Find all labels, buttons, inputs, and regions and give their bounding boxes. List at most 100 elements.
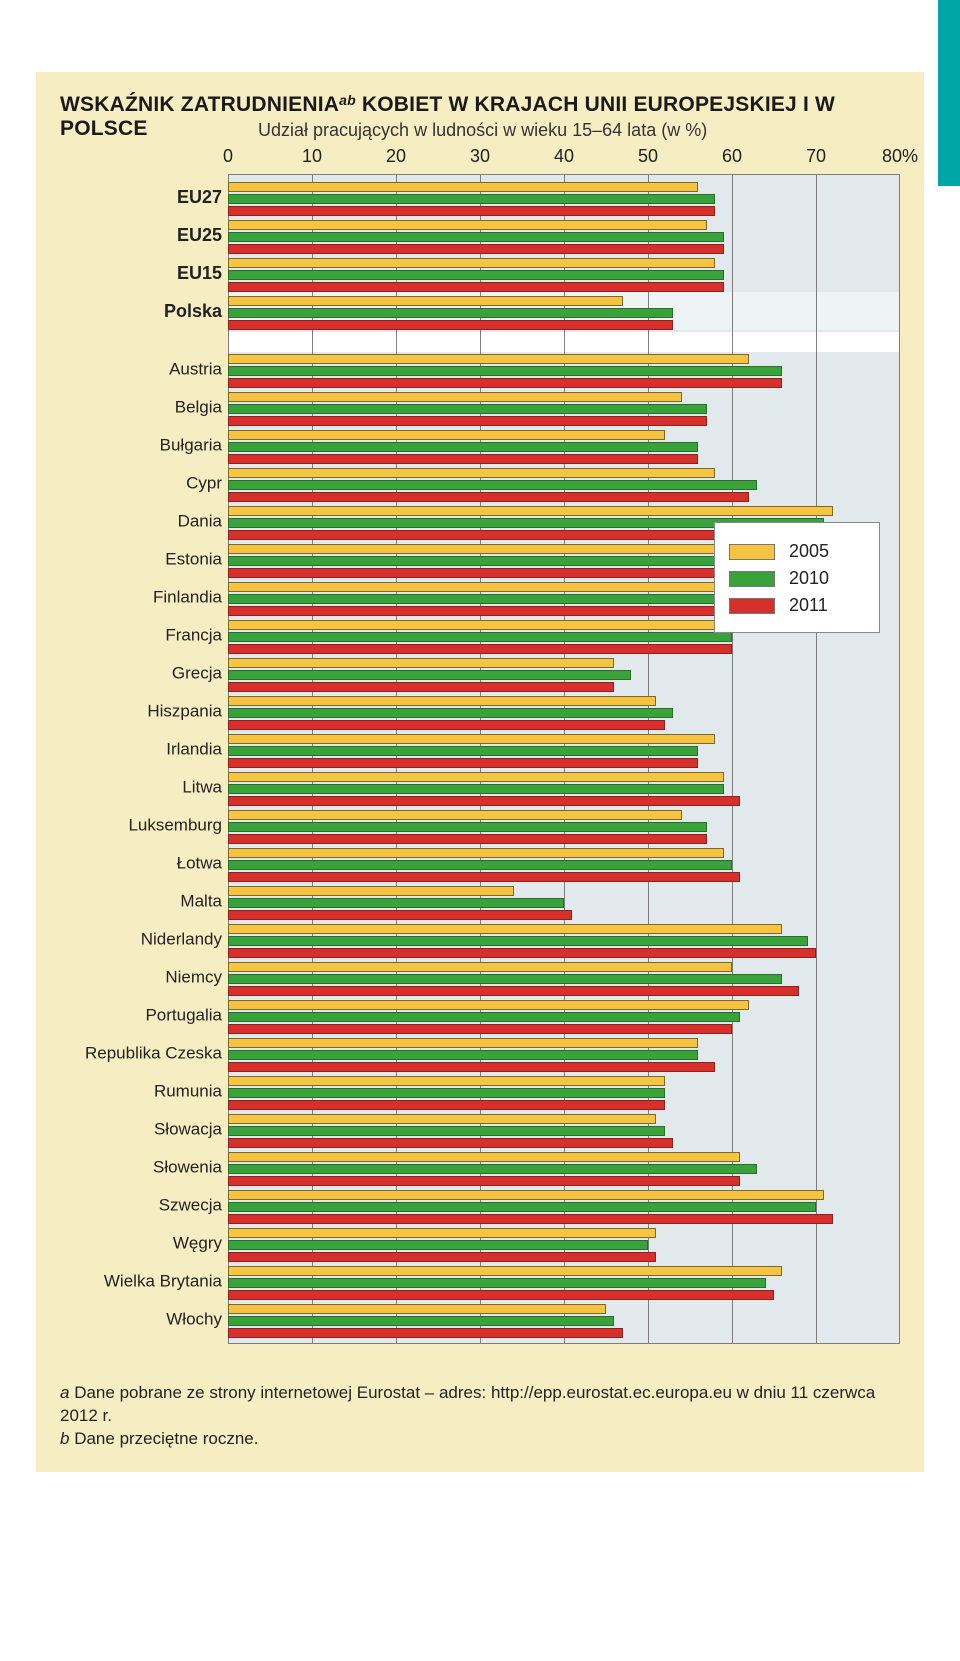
x-tick: 50 xyxy=(638,146,658,167)
bar-y2005 xyxy=(228,924,782,934)
category-label: Malta xyxy=(62,893,222,910)
bar-y2010 xyxy=(228,404,707,414)
bar-y2005 xyxy=(228,810,682,820)
legend-swatch xyxy=(729,571,775,587)
legend-label: 2010 xyxy=(789,568,829,589)
bar-y2011 xyxy=(228,206,715,216)
legend-label: 2011 xyxy=(789,595,828,616)
x-tick: 80% xyxy=(882,146,918,167)
x-tick: 20 xyxy=(386,146,406,167)
bar-y2005 xyxy=(228,182,698,192)
page-accent-bar xyxy=(938,0,960,186)
bar-y2005 xyxy=(228,1266,782,1276)
bar-chart: EU27EU25EU15PolskaAustriaBelgiaBułgariaC… xyxy=(60,146,900,1362)
chart-panel: WSKAŹNIK ZATRUDNIENIAab KOBIET W KRAJACH… xyxy=(36,72,924,1472)
category-label: Litwa xyxy=(62,779,222,796)
bar-y2010 xyxy=(228,784,724,794)
x-tick: 0 xyxy=(223,146,233,167)
category-label: Włochy xyxy=(62,1311,222,1328)
bar-y2005 xyxy=(228,1114,656,1124)
bar-y2010 xyxy=(228,308,673,318)
category-label: EU15 xyxy=(62,264,222,282)
bar-y2011 xyxy=(228,454,698,464)
bar-y2010 xyxy=(228,1012,740,1022)
bar-y2011 xyxy=(228,910,572,920)
bar-y2011 xyxy=(228,1138,673,1148)
bar-y2010 xyxy=(228,480,757,490)
bar-y2005 xyxy=(228,1038,698,1048)
category-label: Słowacja xyxy=(62,1121,222,1138)
bar-y2010 xyxy=(228,556,740,566)
legend-label: 2005 xyxy=(789,541,829,562)
bar-y2010 xyxy=(228,270,724,280)
category-label: Polska xyxy=(62,302,222,320)
footnotes: a Dane pobrane ze strony internetowej Eu… xyxy=(60,1382,900,1451)
bar-y2005 xyxy=(228,506,833,516)
bar-y2005 xyxy=(228,468,715,478)
category-label: Irlandia xyxy=(62,741,222,758)
bar-y2011 xyxy=(228,644,732,654)
bar-y2005 xyxy=(228,1152,740,1162)
category-label: Dania xyxy=(62,513,222,530)
bar-y2011 xyxy=(228,320,673,330)
gridline xyxy=(816,174,817,1344)
category-label: Bułgaria xyxy=(62,437,222,454)
legend-item-2005: 2005 xyxy=(729,541,865,562)
bar-y2010 xyxy=(228,366,782,376)
bar-y2010 xyxy=(228,1164,757,1174)
x-tick: 40 xyxy=(554,146,574,167)
plot-area-wrap: 01020304050607080% xyxy=(228,146,900,1362)
bar-y2011 xyxy=(228,1062,715,1072)
bar-y2011 xyxy=(228,796,740,806)
bar-y2011 xyxy=(228,568,757,578)
bar-y2011 xyxy=(228,1024,732,1034)
bar-y2005 xyxy=(228,1000,749,1010)
bar-y2005 xyxy=(228,658,614,668)
bar-y2005 xyxy=(228,354,749,364)
bar-y2011 xyxy=(228,834,707,844)
title-superscript: ab xyxy=(339,92,356,108)
bar-y2010 xyxy=(228,1088,665,1098)
category-label: EU27 xyxy=(62,188,222,206)
legend: 2005 2010 2011 xyxy=(714,522,880,633)
bar-y2005 xyxy=(228,296,623,306)
title-main: WSKAŹNIK ZATRUDNIENIA xyxy=(60,93,339,116)
bar-y2011 xyxy=(228,1252,656,1262)
legend-item-2010: 2010 xyxy=(729,568,865,589)
bar-y2010 xyxy=(228,746,698,756)
bar-y2005 xyxy=(228,430,665,440)
bar-y2005 xyxy=(228,258,715,268)
bar-y2010 xyxy=(228,632,732,642)
bar-y2010 xyxy=(228,1050,698,1060)
bar-y2011 xyxy=(228,872,740,882)
bar-y2011 xyxy=(228,1176,740,1186)
category-label: Hiszpania xyxy=(62,703,222,720)
bar-y2011 xyxy=(228,1100,665,1110)
bar-y2010 xyxy=(228,974,782,984)
bar-y2005 xyxy=(228,1190,824,1200)
bar-y2010 xyxy=(228,594,791,604)
footnote-b-text: Dane przeciętne roczne. xyxy=(74,1429,258,1448)
bar-y2011 xyxy=(228,1328,623,1338)
bar-y2005 xyxy=(228,544,749,554)
footnote-a: a Dane pobrane ze strony internetowej Eu… xyxy=(60,1382,900,1428)
bar-y2005 xyxy=(228,1304,606,1314)
legend-item-2011: 2011 xyxy=(729,595,865,616)
bar-y2010 xyxy=(228,1316,614,1326)
bar-y2010 xyxy=(228,232,724,242)
category-label: Austria xyxy=(62,361,222,378)
footnote-b: b Dane przeciętne roczne. xyxy=(60,1428,900,1451)
category-label: Estonia xyxy=(62,551,222,568)
category-label: Węgry xyxy=(62,1235,222,1252)
bar-y2005 xyxy=(228,696,656,706)
bar-y2005 xyxy=(228,848,724,858)
bar-y2011 xyxy=(228,1290,774,1300)
bar-y2011 xyxy=(228,758,698,768)
bar-y2010 xyxy=(228,708,673,718)
legend-swatch xyxy=(729,544,775,560)
category-label: Rumunia xyxy=(62,1083,222,1100)
bar-y2010 xyxy=(228,1240,648,1250)
legend-swatch xyxy=(729,598,775,614)
bar-y2011 xyxy=(228,416,707,426)
bar-y2005 xyxy=(228,734,715,744)
